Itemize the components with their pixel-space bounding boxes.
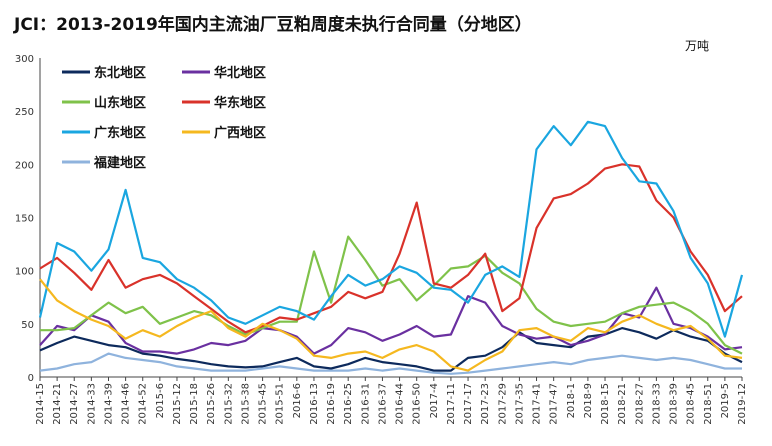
- x-tick-label: 2015-26: [206, 383, 217, 425]
- x-tick-label: 2017-29: [497, 383, 508, 425]
- x-tick-label: 2018-9: [583, 383, 594, 418]
- legend-item: 广东地区: [62, 125, 146, 141]
- legend-item: 福建地区: [62, 155, 146, 171]
- x-tick-label: 2018-45: [686, 383, 697, 425]
- series-layer: [38, 120, 744, 375]
- x-tick-label: 2017-35: [514, 383, 525, 425]
- legend-label: 广西地区: [214, 125, 266, 141]
- legend-item: 广西地区: [182, 125, 266, 141]
- legend-label: 华东地区: [214, 95, 266, 111]
- x-tick-label: 2017-4: [429, 383, 440, 418]
- series-line-5: [38, 120, 744, 338]
- x-tick-label: 2015-38: [240, 383, 251, 425]
- x-tick-label: 2014-21: [52, 383, 63, 425]
- x-tick-label: 2016-31: [360, 383, 371, 425]
- series-line-1: [39, 327, 743, 372]
- x-tick-label: 2017-17: [463, 383, 474, 425]
- x-tick-label: 2018-1: [566, 383, 577, 418]
- x-tick-label: 2016-13: [309, 383, 320, 425]
- y-tick-label: 200: [15, 160, 34, 171]
- x-tick-label: 2015-18: [189, 383, 200, 425]
- y-tick-label: 150: [15, 214, 34, 225]
- x-tick-label: 2015-6: [155, 383, 166, 418]
- x-tick-label: 2016-37: [377, 383, 388, 425]
- x-tick-label: 2015-45: [258, 383, 269, 425]
- x-tick-label: 2016-44: [395, 383, 406, 425]
- x-tick-label: 2018-15: [600, 383, 611, 425]
- x-tick-label: 2018-33: [651, 383, 662, 425]
- chart-title: JCI：2013-2019年国内主流油厂豆粕周度未执行合同量（分地区）: [13, 14, 532, 35]
- x-tick-label: 2014-15: [35, 383, 46, 425]
- unit-label: 万吨: [685, 39, 709, 53]
- legend-label: 华北地区: [214, 65, 266, 81]
- y-tick-label: 0: [28, 373, 34, 384]
- x-tick-label: 2015-51: [275, 383, 286, 425]
- x-tick-label: 2018-39: [669, 383, 680, 425]
- series-line-6: [39, 278, 743, 372]
- y-tick-label: 300: [15, 54, 34, 65]
- legend-label: 福建地区: [93, 155, 146, 171]
- y-tick-label: 100: [15, 267, 34, 278]
- x-tick-label: 2017-47: [549, 383, 560, 425]
- y-tick-label: 50: [21, 320, 34, 331]
- x-tick-label: 2015-12: [172, 383, 183, 425]
- series-line-3: [40, 235, 743, 355]
- x-tick-label: 2014-52: [138, 383, 149, 425]
- x-tick-label: 2017-23: [480, 383, 491, 425]
- axes: 0 50 100 150 200 250 300 2014-15 2014-21 2014-27 2…: [15, 54, 748, 425]
- x-tick-label: 2017-41: [532, 383, 543, 425]
- x-tick-label: 2018-27: [634, 383, 645, 425]
- x-tick-label: 2015-32: [223, 383, 234, 425]
- y-tick-label: 250: [15, 107, 34, 118]
- series-line-7: [39, 352, 742, 375]
- legend-item: 华北地区: [182, 65, 266, 81]
- x-tick-label: 2016-50: [412, 383, 423, 425]
- series-line-2: [39, 286, 743, 355]
- x-tick-label: 2018-51: [703, 383, 714, 425]
- x-tick-label: 2014-39: [103, 383, 114, 425]
- x-tick-label: 2014-46: [121, 383, 132, 425]
- x-tick-label: 2016-25: [343, 383, 354, 425]
- x-tick-label: 2014-27: [69, 383, 80, 425]
- x-tick-label: 2016-19: [326, 383, 337, 425]
- legend-item: 山东地区: [62, 95, 146, 111]
- legend-item: 华东地区: [182, 95, 266, 111]
- x-tick-label: 2019-12: [737, 383, 748, 425]
- legend-label: 东北地区: [94, 65, 146, 81]
- x-tick-label: 2017-11: [446, 383, 457, 425]
- x-tick-label: 2018-21: [617, 383, 628, 425]
- x-tick-label: 2019-5: [720, 383, 731, 418]
- legend-label: 山东地区: [94, 95, 146, 111]
- legend-item: 东北地区: [62, 65, 146, 81]
- legend-label: 广东地区: [94, 125, 146, 141]
- x-tick-label: 2016-6: [292, 383, 303, 418]
- x-tick-label: 2014-33: [86, 383, 97, 425]
